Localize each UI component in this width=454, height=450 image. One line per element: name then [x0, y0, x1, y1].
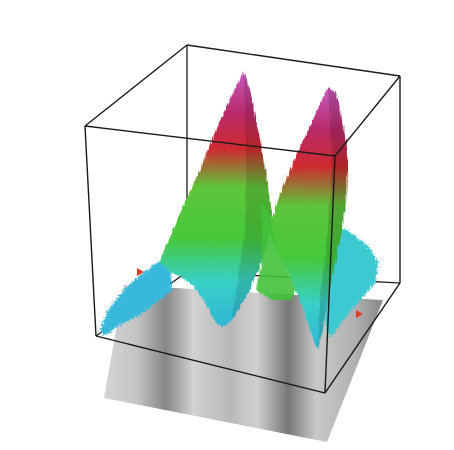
marker-right — [356, 310, 363, 318]
bounding-box-front — [84, 44, 401, 394]
surface-right-ridge — [325, 225, 378, 338]
surface-left-ridge — [100, 258, 172, 336]
surface-valley — [256, 200, 296, 300]
marker-left — [137, 268, 144, 276]
